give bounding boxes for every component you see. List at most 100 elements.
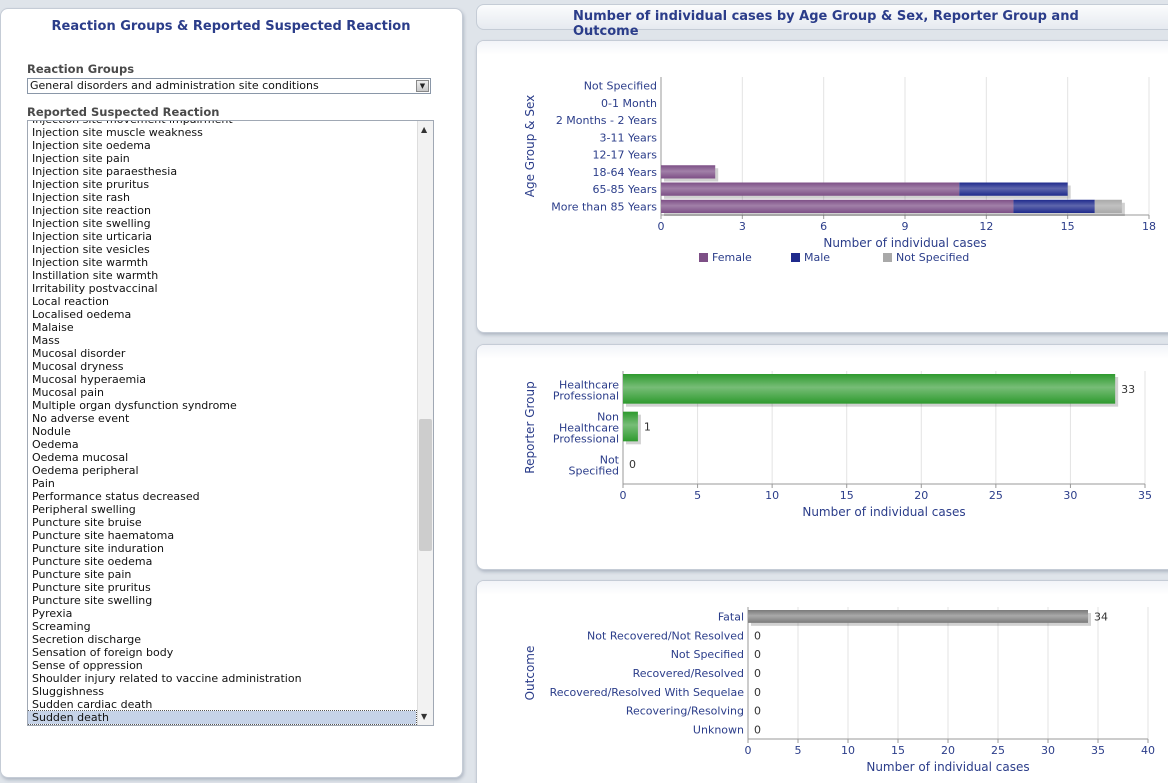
- reaction-list-item[interactable]: Injection site warmth: [32, 256, 149, 269]
- x-tick-label: 10: [841, 744, 855, 757]
- reaction-list-item[interactable]: Injection site pruritus: [32, 178, 150, 191]
- chevron-down-icon[interactable]: ▼: [416, 80, 429, 92]
- scrollbar-thumb[interactable]: [419, 419, 432, 551]
- x-tick-label: 25: [991, 744, 1005, 757]
- reaction-list-item[interactable]: Sensation of foreign body: [32, 646, 174, 659]
- x-tick-label: 3: [739, 220, 746, 233]
- reaction-list-item[interactable]: Oedema: [32, 438, 79, 451]
- reaction-list-item[interactable]: Instillation site warmth: [32, 269, 159, 282]
- reaction-list-item[interactable]: Injection site reaction: [32, 204, 151, 217]
- reaction-list-item[interactable]: Secretion discharge: [32, 633, 142, 646]
- reaction-list-item[interactable]: Injection site rash: [32, 191, 130, 204]
- reaction-list-item[interactable]: Puncture site swelling: [32, 594, 153, 607]
- reaction-list-item[interactable]: Performance status decreased: [32, 490, 200, 503]
- reaction-list-item[interactable]: Injection site vesicles: [32, 243, 150, 256]
- y-category-label-line: 18-64 Years: [593, 166, 658, 179]
- reaction-list-item[interactable]: Mucosal hyperaemia: [32, 373, 147, 386]
- reaction-list-item[interactable]: Pyrexia: [32, 607, 73, 620]
- x-tick-label: 6: [820, 220, 827, 233]
- age-sex-chart: 0 3 6 9 12 15 18 Number of individual cases Age …: [523, 77, 1156, 264]
- reaction-list-item[interactable]: Sudden death: [28, 710, 417, 725]
- reaction-list-item[interactable]: Nodule: [32, 425, 71, 438]
- reaction-list-item[interactable]: Local reaction: [32, 295, 109, 308]
- bar: [748, 610, 1088, 623]
- reaction-groups-label: Reaction Groups: [27, 62, 135, 76]
- reaction-list-item[interactable]: Mucosal disorder: [32, 347, 126, 360]
- reaction-list-item[interactable]: Mucosal dryness: [32, 360, 124, 373]
- bar-value-label: 0: [754, 705, 761, 718]
- reaction-list-item[interactable]: Multiple organ dysfunction syndrome: [32, 399, 237, 412]
- x-tick-label: 0: [658, 220, 665, 233]
- y-axis-title: Outcome: [523, 646, 537, 701]
- x-tick-label: 0: [620, 489, 627, 502]
- reaction-list-item[interactable]: Sudden cardiac death: [32, 698, 153, 711]
- y-axis-title: Age Group & Sex: [523, 95, 537, 197]
- y-category-label: Fatal: [718, 610, 744, 623]
- x-tick-label: 12: [979, 220, 993, 233]
- x-tick-label: 30: [1041, 744, 1055, 757]
- reaction-list-item[interactable]: Oedema peripheral: [32, 464, 139, 477]
- y-category-label: Not Specified: [671, 648, 744, 661]
- scroll-down-icon[interactable]: ▼: [421, 712, 428, 721]
- y-category-label-line: Unknown: [693, 724, 744, 737]
- legend-swatch: [791, 253, 800, 262]
- y-category-label-line: Not Specified: [584, 80, 657, 93]
- y-category-label-line: Professional: [553, 433, 619, 446]
- reaction-list-item[interactable]: Injection site muscle weakness: [32, 126, 203, 139]
- reaction-list-item[interactable]: Shoulder injury related to vaccine admin…: [32, 672, 302, 685]
- y-category-label-line: Healthcare: [559, 378, 619, 391]
- x-tick-label: 5: [795, 744, 802, 757]
- reaction-list-item[interactable]: Puncture site induration: [32, 542, 164, 555]
- reaction-list-item[interactable]: Sluggishness: [32, 685, 104, 698]
- reaction-list-item[interactable]: Injection site paraesthesia: [32, 165, 178, 178]
- reaction-list-item[interactable]: Injection site movement impairment: [28, 121, 416, 126]
- reaction-list-item[interactable]: Sense of oppression: [32, 659, 143, 672]
- reaction-list-item[interactable]: Localised oedema: [32, 308, 132, 321]
- bar-value-label: 33: [1121, 383, 1135, 396]
- y-category-label: Non Healthcare Professional: [553, 411, 619, 446]
- age-sex-chart-panel: 0 3 6 9 12 15 18 Number of individual cases Age …: [476, 40, 1168, 333]
- bar-value-label: 0: [754, 686, 761, 699]
- bar-segment-male: [1013, 199, 1095, 213]
- reaction-list-item[interactable]: Pain: [32, 477, 55, 490]
- y-category-label: Not Specified: [568, 454, 619, 478]
- x-tick-label: 10: [765, 489, 779, 502]
- list-scrollbar[interactable]: ▲ ▼: [417, 121, 433, 725]
- reaction-list-item[interactable]: Malaise: [32, 321, 74, 334]
- y-category-label: More than 85 Years: [551, 200, 657, 213]
- scroll-up-icon[interactable]: ▲: [421, 125, 428, 134]
- legend-label: Female: [712, 251, 752, 264]
- reaction-list-item[interactable]: Puncture site haematoma: [32, 529, 175, 542]
- legend-swatch: [699, 253, 708, 262]
- x-tick-label: 25: [989, 489, 1003, 502]
- reaction-list-item[interactable]: Injection site urticaria: [32, 230, 152, 243]
- charts-title: Number of individual cases by Age Group …: [573, 9, 1079, 39]
- reaction-list-item[interactable]: Peripheral swelling: [32, 503, 136, 516]
- y-category-label-line: 2 Months - 2 Years: [556, 114, 657, 127]
- reported-reaction-list[interactable]: Injection site movement impairmentInject…: [27, 120, 434, 726]
- reaction-list-item[interactable]: Puncture site oedema: [32, 555, 153, 568]
- reaction-list-item[interactable]: Oedema mucosal: [32, 451, 129, 464]
- reaction-groups-select[interactable]: General disorders and administration sit…: [27, 78, 431, 94]
- y-category-label-line: 3-11 Years: [600, 131, 658, 144]
- reaction-list-items: Injection site movement impairmentInject…: [28, 121, 417, 725]
- outcome-chart: 0 5 10 15 20 25 30 35 40 Number of individual cas…: [523, 607, 1155, 774]
- reaction-list-item[interactable]: Injection site oedema: [32, 139, 151, 152]
- bar-value-label: 0: [754, 724, 761, 737]
- reaction-list-item[interactable]: Puncture site bruise: [32, 516, 142, 529]
- x-axis-title: Number of individual cases: [823, 236, 986, 250]
- reaction-list-item[interactable]: Injection site pain: [32, 152, 130, 165]
- reaction-list-item[interactable]: No adverse event: [32, 412, 130, 425]
- y-category-label: 18-64 Years: [593, 166, 658, 179]
- reaction-list-item[interactable]: Mass: [32, 334, 60, 347]
- reaction-list-item[interactable]: Screaming: [32, 620, 91, 633]
- reaction-list-item[interactable]: Puncture site pruritus: [32, 581, 151, 594]
- y-category-label: Unknown: [693, 724, 744, 737]
- x-tick-label: 40: [1141, 744, 1155, 757]
- reaction-list-item[interactable]: Injection site swelling: [32, 217, 151, 230]
- reaction-list-item[interactable]: Puncture site pain: [32, 568, 132, 581]
- reaction-list-item[interactable]: Mucosal pain: [32, 386, 105, 399]
- y-category-label-line: Not Recovered/Not Resolved: [587, 629, 744, 642]
- reaction-list-item[interactable]: Irritability postvaccinal: [32, 282, 158, 295]
